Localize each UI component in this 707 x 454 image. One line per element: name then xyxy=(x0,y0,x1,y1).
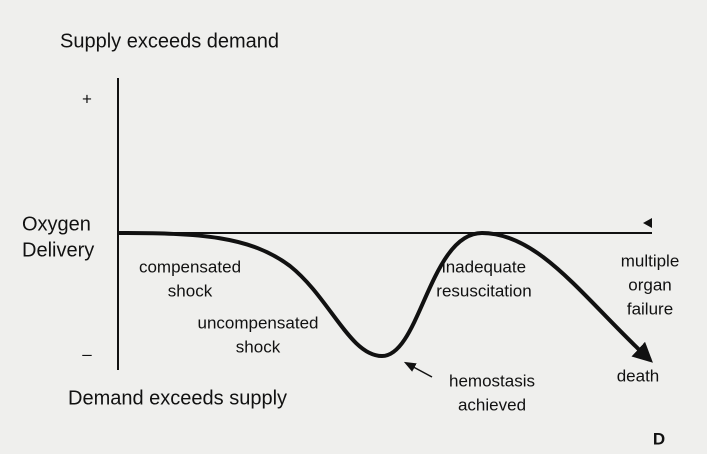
annotation: hemostasis xyxy=(449,371,535,390)
top-label: Supply exceeds demand xyxy=(60,30,279,52)
annotation: organ xyxy=(628,275,671,294)
annotation: multiple xyxy=(621,251,680,270)
annotation: inadequate xyxy=(442,257,526,276)
annotation: achieved xyxy=(458,395,526,414)
bottom-label: Demand exceeds supply xyxy=(68,387,287,409)
hemostasis-pointer xyxy=(403,361,433,378)
annotation: shock xyxy=(236,337,281,356)
delivery-curve xyxy=(117,230,653,363)
annotation: compensated xyxy=(139,257,241,276)
plus-sign: + xyxy=(82,89,92,108)
minus-sign: – xyxy=(82,344,92,363)
panel-letter: D xyxy=(653,429,665,448)
annotation: failure xyxy=(627,299,673,318)
annotation: resuscitation xyxy=(436,281,531,300)
axis-label: Delivery xyxy=(22,239,94,261)
annotation: uncompensated xyxy=(198,313,319,332)
axis-label: Oxygen xyxy=(22,213,91,235)
annotation: death xyxy=(617,366,660,385)
annotation: shock xyxy=(168,281,213,300)
baseline-pointer xyxy=(643,218,652,228)
